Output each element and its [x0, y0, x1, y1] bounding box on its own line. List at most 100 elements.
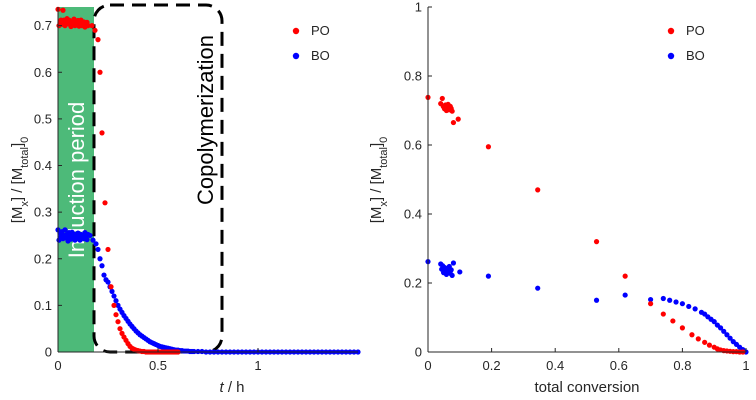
- right-bo-point: [667, 297, 673, 303]
- left-legend-po-label: PO: [311, 23, 330, 38]
- right-legend-bo-marker: [667, 52, 675, 60]
- copolymerization-label: Copolymerization: [193, 35, 218, 205]
- right-bo-point: [593, 297, 600, 303]
- right-x-tick-label: 0: [424, 358, 431, 373]
- left-x-axis-label: t / h: [219, 379, 244, 396]
- left-legend-po-marker: [292, 27, 300, 35]
- left-legend-bo-label: BO: [311, 48, 330, 63]
- right-po-point: [622, 273, 628, 279]
- right-po-point: [450, 119, 457, 126]
- left-bo-point: [105, 279, 111, 285]
- left-x-axis-label-rest: / h: [224, 379, 245, 396]
- left-legend: PO BO: [292, 23, 330, 63]
- left-axes: 0 0.1 0.2 0.3 0.4 0.5 0.6 0.7 0 0.5 1: [34, 7, 358, 373]
- right-x-tick-label: 0.6: [610, 358, 628, 373]
- right-po-point: [679, 325, 686, 331]
- right-axes: 0 0.2 0.4 0.6 0.8 1 0 0.2 0.4 0.6 0.8 1: [404, 0, 750, 373]
- left-po-point: [108, 284, 114, 290]
- left-x-axis-label-italic: t: [219, 379, 224, 396]
- right-po-point: [455, 116, 461, 122]
- left-po-point: [92, 27, 98, 33]
- left-po-point: [97, 69, 103, 75]
- left-bo-point: [95, 246, 101, 253]
- right-bo-point: [673, 299, 679, 305]
- right-bo-point: [724, 332, 730, 338]
- right-bo-point: [485, 273, 492, 279]
- left-bo-point: [99, 263, 105, 269]
- right-x-tick-label: 0.2: [483, 358, 501, 373]
- right-y-tick-label: 1: [415, 0, 422, 15]
- right-bo-point: [660, 295, 666, 302]
- right-po-point: [660, 311, 666, 317]
- right-po-point: [593, 239, 600, 245]
- right-legend-po-marker: [667, 27, 675, 35]
- left-bo-point: [101, 272, 107, 278]
- right-bo-point: [692, 306, 698, 312]
- right-legend: PO BO: [667, 23, 705, 63]
- right-y-tick-label: 0.4: [404, 207, 422, 222]
- right-bo-point: [449, 272, 455, 279]
- left-po-point: [95, 37, 101, 43]
- left-po-point: [85, 23, 91, 29]
- right-po-point: [485, 144, 492, 150]
- left-bo-point: [109, 288, 115, 294]
- right-bo-point: [727, 335, 733, 341]
- left-po-point: [115, 319, 121, 325]
- left-po-point: [102, 200, 108, 206]
- right-x-tick-label: 1: [742, 358, 749, 373]
- left-bo-point: [62, 227, 68, 233]
- left-y-tick-label: 0.4: [34, 158, 52, 173]
- right-bo-point: [648, 296, 654, 303]
- left-x-tick-label: 0: [54, 358, 61, 373]
- right-legend-bo-label: BO: [686, 48, 705, 63]
- left-y-tick-label: 0: [45, 345, 52, 360]
- right-x-axis-label: total conversion: [534, 379, 639, 396]
- left-bo-point: [97, 256, 103, 262]
- left-po-point: [111, 302, 117, 308]
- right-bo-point: [679, 301, 686, 307]
- right-chart: 0 0.2 0.4 0.6 0.8 1 0 0.2 0.4 0.6 0.8 1 total conve…: [368, 0, 750, 396]
- left-bo-point: [113, 298, 119, 304]
- right-bo-point: [535, 285, 541, 291]
- right-y-tick-label: 0.2: [404, 276, 422, 291]
- left-legend-bo-marker: [292, 52, 300, 60]
- right-bo-point: [622, 292, 628, 298]
- right-bo-point: [717, 325, 724, 331]
- right-bo-point: [686, 303, 692, 310]
- left-y-tick-label: 0.2: [34, 251, 52, 266]
- right-y-tick-label: 0: [415, 345, 422, 360]
- right-y-tick-label: 0.6: [404, 138, 422, 153]
- left-po-point: [117, 326, 123, 332]
- left-po-point: [89, 23, 95, 29]
- left-y-tick-label: 0.1: [34, 298, 52, 313]
- right-bo-point: [711, 319, 717, 325]
- right-po-point: [706, 342, 713, 348]
- right-legend-po-label: PO: [686, 23, 705, 38]
- left-po-point: [60, 7, 66, 13]
- right-x-tick-label: 0.4: [546, 358, 564, 373]
- right-po-point: [648, 301, 654, 307]
- left-chart: Induction period Copolymerization 00.10.…: [9, 3, 361, 396]
- left-y-tick-label: 0.5: [34, 111, 52, 126]
- left-po-point: [99, 130, 105, 136]
- right-po-point: [670, 318, 676, 324]
- right-x-tick-label: 0.8: [673, 358, 691, 373]
- left-bo-point: [84, 237, 90, 243]
- left-bo-point: [111, 293, 117, 299]
- induction-period-shade: [58, 7, 94, 352]
- right-y-tick-label: 0.8: [404, 69, 422, 84]
- right-bo-point: [450, 260, 457, 266]
- right-bo-point: [721, 328, 727, 334]
- left-y-axis-label: [Mx] / [Mtotal]0: [9, 137, 31, 224]
- right-po-point: [439, 95, 445, 102]
- right-data-points: [425, 94, 749, 355]
- left-y-tick-label: 0.3: [34, 205, 52, 220]
- right-po-point: [702, 339, 708, 345]
- right-po-point: [449, 108, 455, 114]
- left-y-tick-label: 0.6: [34, 65, 52, 80]
- left-bo-point: [93, 241, 99, 247]
- right-y-axis-label: [Mx] / [Mtotal]0: [368, 137, 390, 224]
- left-bo-point: [87, 232, 93, 239]
- right-po-point: [535, 187, 541, 193]
